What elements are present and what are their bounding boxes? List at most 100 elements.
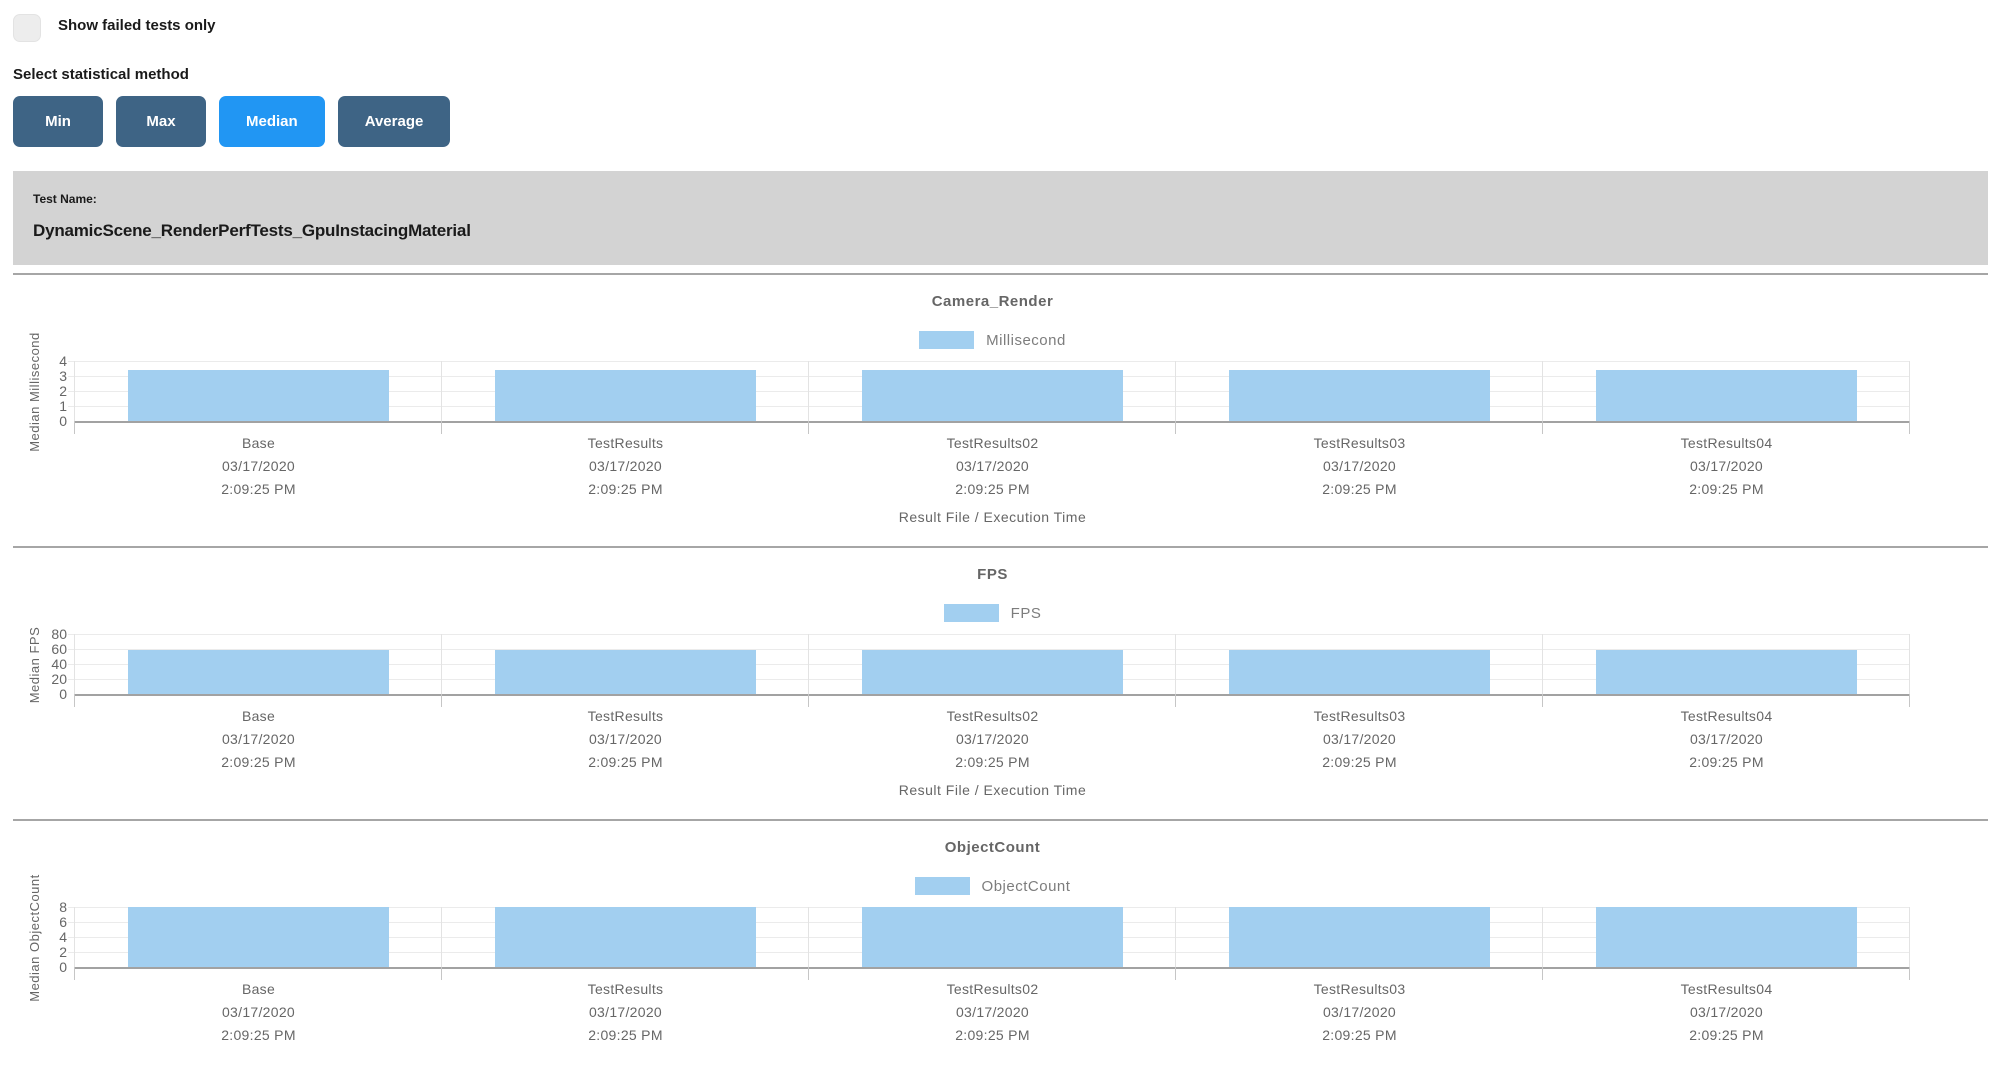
y-tick-label: 3 bbox=[59, 368, 67, 384]
bar[interactable] bbox=[1229, 907, 1490, 967]
x-category-label: Base 03/17/2020 2:09:25 PM bbox=[75, 432, 442, 501]
x-category-time: 2:09:25 PM bbox=[221, 754, 296, 770]
gridline-v bbox=[441, 361, 442, 421]
stat-method-buttons: Min Max Median Average bbox=[13, 96, 1999, 147]
bar[interactable] bbox=[1229, 370, 1490, 421]
x-category-name: TestResults03 bbox=[1313, 708, 1406, 724]
bar[interactable] bbox=[1596, 370, 1857, 421]
x-axis-category-labels: Base 03/17/2020 2:09:25 PM TestResults 03/17… bbox=[75, 705, 1910, 774]
section-divider bbox=[13, 273, 1988, 275]
axis-tick bbox=[1175, 967, 1176, 980]
axis-tick bbox=[441, 694, 442, 707]
controls-bar: Show failed tests only Select statistica… bbox=[0, 0, 1999, 147]
x-category-name: TestResults04 bbox=[1680, 708, 1773, 724]
gridline-v bbox=[808, 634, 809, 694]
x-category-time: 2:09:25 PM bbox=[588, 754, 663, 770]
x-category-time: 2:09:25 PM bbox=[221, 1027, 296, 1043]
y-tick-label: 0 bbox=[59, 413, 67, 429]
x-category-name: TestResults02 bbox=[946, 435, 1039, 451]
bar[interactable] bbox=[128, 907, 389, 967]
x-category-label: TestResults04 03/17/2020 2:09:25 PM bbox=[1543, 432, 1910, 501]
x-axis-title: Result File / Execution Time bbox=[898, 509, 1087, 525]
x-category-date: 03/17/2020 bbox=[955, 731, 1030, 747]
y-tick-label: 20 bbox=[51, 671, 67, 687]
bar[interactable] bbox=[495, 907, 756, 967]
show-failed-label[interactable]: Show failed tests only bbox=[58, 17, 216, 34]
bar[interactable] bbox=[495, 370, 756, 421]
gridline-v bbox=[1175, 634, 1176, 694]
gridline-v bbox=[1175, 907, 1176, 967]
x-category-date: 03/17/2020 bbox=[1322, 1004, 1397, 1020]
x-category-date: 03/17/2020 bbox=[1689, 731, 1764, 747]
axis-tick bbox=[1542, 694, 1543, 707]
axis-tick bbox=[1542, 967, 1543, 980]
x-category-date: 03/17/2020 bbox=[588, 458, 663, 474]
gridline-v bbox=[1542, 907, 1543, 967]
chart-legend[interactable]: FPS bbox=[75, 603, 1910, 623]
legend-swatch bbox=[914, 877, 970, 895]
y-tick-label: 2 bbox=[59, 383, 67, 399]
bar[interactable] bbox=[1229, 649, 1490, 694]
x-category-label: TestResults04 03/17/2020 2:09:25 PM bbox=[1543, 705, 1910, 774]
gridline-v bbox=[441, 634, 442, 694]
chart-section-fps: FPS FPS Median FPS 80 60 40 20 0 Base 03/17/2… bbox=[0, 548, 1999, 811]
bar[interactable] bbox=[1596, 907, 1857, 967]
chart-title: Camera_Render bbox=[931, 293, 1054, 310]
axis-tick bbox=[1909, 421, 1910, 434]
chart-section-camera-render: Camera_Render Millisecond Median Millise… bbox=[0, 275, 1999, 538]
bar[interactable] bbox=[1596, 649, 1857, 694]
x-category-label: TestResults03 03/17/2020 2:09:25 PM bbox=[1176, 978, 1543, 1047]
bar[interactable] bbox=[128, 649, 389, 694]
axis-tick bbox=[74, 967, 75, 980]
test-name-value: DynamicScene_RenderPerfTests_GpuInstacin… bbox=[33, 221, 471, 240]
gridline-v bbox=[1909, 907, 1910, 967]
y-tick-label: 2 bbox=[59, 944, 67, 960]
plot-area: 80 60 40 20 0 bbox=[51, 626, 1910, 707]
axis-tick bbox=[808, 694, 809, 707]
y-tick-label: 4 bbox=[59, 353, 67, 369]
bar[interactable] bbox=[128, 370, 389, 421]
x-category-time: 2:09:25 PM bbox=[1322, 1027, 1397, 1043]
x-category-name: Base bbox=[241, 435, 276, 451]
x-category-time: 2:09:25 PM bbox=[1689, 1027, 1764, 1043]
gridline-v bbox=[808, 907, 809, 967]
x-category-time: 2:09:25 PM bbox=[1322, 481, 1397, 497]
stat-button-max[interactable]: Max bbox=[116, 96, 206, 147]
stat-button-min[interactable]: Min bbox=[13, 96, 103, 147]
x-category-date: 03/17/2020 bbox=[588, 731, 663, 747]
show-failed-checkbox[interactable] bbox=[13, 14, 41, 42]
gridline-v bbox=[1542, 634, 1543, 694]
bar[interactable] bbox=[862, 649, 1123, 694]
legend-label: ObjectCount bbox=[981, 877, 1071, 895]
x-category-label: TestResults 03/17/2020 2:09:25 PM bbox=[442, 978, 809, 1047]
gridline-v bbox=[74, 361, 75, 421]
x-category-name: Base bbox=[241, 708, 276, 724]
x-category-time: 2:09:25 PM bbox=[588, 481, 663, 497]
axis-tick bbox=[808, 967, 809, 980]
bar[interactable] bbox=[495, 649, 756, 694]
chart-legend[interactable]: ObjectCount bbox=[75, 876, 1910, 896]
y-tick-label: 40 bbox=[51, 656, 67, 672]
chart-title: ObjectCount bbox=[944, 839, 1041, 856]
axis-tick bbox=[808, 421, 809, 434]
bar[interactable] bbox=[862, 370, 1123, 421]
x-category-date: 03/17/2020 bbox=[955, 458, 1030, 474]
x-category-date: 03/17/2020 bbox=[1322, 458, 1397, 474]
x-category-time: 2:09:25 PM bbox=[221, 481, 296, 497]
x-category-date: 03/17/2020 bbox=[1689, 458, 1764, 474]
stat-button-average[interactable]: Average bbox=[337, 96, 451, 147]
x-category-label: TestResults02 03/17/2020 2:09:25 PM bbox=[809, 432, 1176, 501]
axis-tick bbox=[1909, 694, 1910, 707]
chart-legend[interactable]: Millisecond bbox=[75, 330, 1910, 350]
x-category-time: 2:09:25 PM bbox=[588, 1027, 663, 1043]
x-category-date: 03/17/2020 bbox=[955, 1004, 1030, 1020]
bar[interactable] bbox=[862, 907, 1123, 967]
axis-tick bbox=[441, 421, 442, 434]
gridline-v bbox=[74, 907, 75, 967]
stat-button-median[interactable]: Median bbox=[219, 96, 325, 147]
x-category-date: 03/17/2020 bbox=[588, 1004, 663, 1020]
y-axis-label: Median ObjectCount bbox=[27, 874, 42, 1002]
x-category-label: TestResults04 03/17/2020 2:09:25 PM bbox=[1543, 978, 1910, 1047]
